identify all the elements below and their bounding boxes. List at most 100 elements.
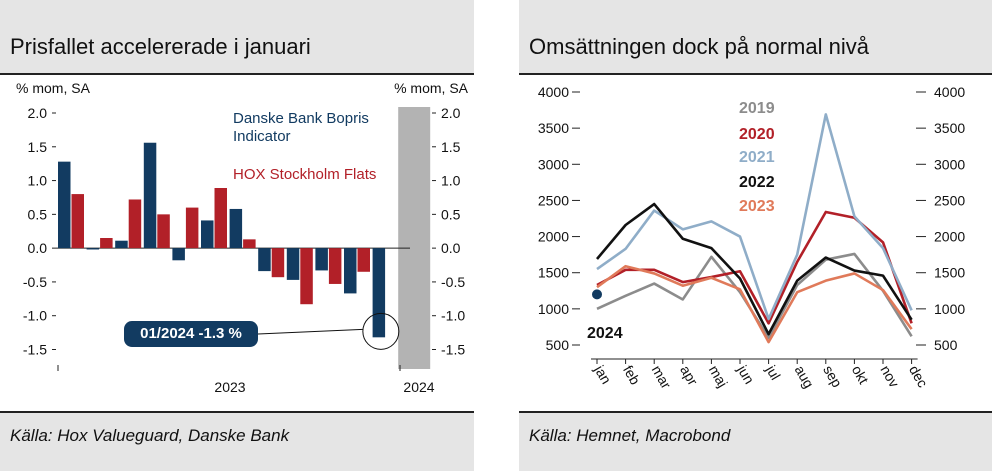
x-tick-label-dec: dec (906, 363, 931, 391)
right-y-tick-label: 1.0 (441, 173, 461, 189)
x-tick-label-jan: jan (591, 362, 615, 387)
right-y-tick-label: 2500 (934, 192, 965, 208)
x-tick-label-jul: jul (763, 362, 784, 383)
left-chart-panel: Prisfallet accelererade i januari % mom,… (0, 0, 474, 471)
x-tick-label-maj: maj (706, 363, 731, 391)
left-y-tick-label: 3500 (538, 120, 569, 136)
bar-hox-2023-10 (328, 248, 342, 284)
legend-2023: 2023 (739, 198, 775, 215)
bar-danske-2023-02 (86, 248, 100, 250)
legend-danske: Danske Bank Bopris (233, 110, 369, 127)
bar-danske-2023-09 (286, 248, 300, 280)
highlight-circle (362, 312, 400, 350)
left-chart-svg: % mom, SA % mom, SA 2.0 2.0 1.5 1.5 1.0 1.0 0.5 0… (16, 80, 469, 395)
right-y-tick-label: 2000 (934, 229, 965, 245)
bar-hox-2023-09 (300, 248, 313, 305)
left-y-tick-label: 2.0 (28, 105, 48, 121)
bar-danske-2023-07 (229, 208, 243, 249)
legend-2021: 2021 (739, 149, 775, 166)
left-source: Källa: Hox Valueguard, Danske Bank (10, 426, 290, 445)
right-y-tick-label: 500 (934, 337, 958, 353)
left-y-tick-label: 4000 (538, 84, 569, 100)
right-chart-title: Omsättningen dock på normal nivå (529, 34, 869, 59)
legend-2022: 2022 (739, 174, 775, 191)
right-y-tick-label: -1.0 (441, 308, 465, 324)
bar-danske-2023-05 (172, 248, 185, 261)
right-source: Källa: Hemnet, Macrobond (529, 426, 731, 445)
legend-2019: 2019 (739, 100, 775, 117)
right-y-tick-label: 3500 (934, 120, 965, 136)
left-y-tick-label: 1.5 (28, 139, 48, 155)
left-y-tick-label: 1500 (538, 265, 569, 281)
x-tick-label-jun: jun (734, 362, 758, 387)
x-year-label-2023: 2023 (214, 379, 245, 395)
bar-hox-2023-11 (357, 248, 370, 272)
legend-2020: 2020 (739, 126, 775, 143)
series-point-2024 (592, 289, 602, 300)
right-y-tick-label: 0.0 (441, 240, 461, 256)
left-y-tick-label: 2000 (538, 229, 569, 245)
right-y-tick-label: 1.5 (441, 139, 461, 155)
x-tick-label-sep: sep (820, 363, 845, 391)
series-line-2021 (596, 113, 913, 321)
right-title-band: Omsättningen dock på normal nivå (519, 0, 992, 75)
series-line-2022 (596, 202, 913, 336)
left-y-tick-label: 0.5 (28, 206, 48, 222)
legend-danske: Indicator (233, 128, 291, 145)
callout-leader-line (257, 328, 363, 335)
x-tick-label-aug: aug (792, 363, 818, 391)
right-source-band: Källa: Hemnet, Macrobond (519, 411, 992, 471)
left-source-band: Källa: Hox Valueguard, Danske Bank (0, 411, 474, 471)
right-y-tick-label: 1000 (934, 301, 965, 317)
x-tick-label-mar: mar (649, 363, 675, 392)
bar-hox-2023-04 (157, 214, 170, 249)
bar-hox-2023-01 (71, 194, 84, 249)
right-y-tick-label: 0.5 (441, 206, 461, 222)
series-line-2023 (596, 264, 913, 344)
right-y-axis-label: % mom, SA (394, 80, 469, 96)
right-y-tick-label: 2.0 (441, 105, 461, 121)
bar-hox-2023-02 (100, 238, 113, 249)
left-y-tick-label: 0.0 (28, 240, 48, 256)
bar-hox-2023-05 (185, 207, 199, 249)
x-tick-label-apr: apr (677, 363, 701, 389)
x-tick-label-nov: nov (877, 363, 902, 391)
right-y-tick-label: 1500 (934, 265, 965, 281)
right-y-tick-label: 4000 (934, 84, 965, 100)
bar-hox-2023-07 (243, 239, 256, 249)
bar-danske-2023-08 (258, 248, 271, 272)
bar-danske-2023-12 (372, 248, 386, 338)
right-chart-panel: Omsättningen dock på normal nivå 4000 400… (519, 0, 992, 471)
x-tick-label-feb: feb (620, 363, 644, 388)
left-y-tick-label: -1.5 (23, 341, 47, 357)
bar-danske-2023-06 (201, 220, 214, 249)
legend-hox: HOX Stockholm Flats (233, 166, 376, 183)
left-y-tick-label: 1000 (538, 301, 569, 317)
bar-hox-2023-06 (214, 188, 227, 249)
bar-hox-2023-08 (271, 248, 285, 278)
left-y-tick-label: 1.0 (28, 173, 48, 189)
left-y-tick-label: 500 (546, 337, 570, 353)
legend-2024: 2024 (587, 325, 623, 342)
bar-hox-2023-03 (128, 199, 142, 249)
callout-badge: 01/2024 -1.3 % (124, 321, 258, 347)
left-title-band: Prisfallet accelererade i januari (0, 0, 474, 75)
right-chart-svg: 4000 4000 3500 3500 3000 3000 2500 2500 2000 2000… (538, 84, 966, 392)
left-y-tick-label: -0.5 (23, 274, 47, 290)
right-y-tick-label: 3000 (934, 156, 965, 172)
right-y-tick-label: -0.5 (441, 274, 465, 290)
left-y-tick-label: 3000 (538, 156, 569, 172)
bar-danske-2023-10 (315, 248, 328, 271)
left-y-tick-label: 2500 (538, 192, 569, 208)
bar-danske-2023-03 (115, 240, 128, 249)
left-y-tick-label: -1.0 (23, 308, 47, 324)
bar-danske-2023-11 (344, 248, 357, 294)
right-y-tick-label: -1.5 (441, 341, 465, 357)
left-chart-title: Prisfallet accelererade i januari (10, 34, 311, 59)
bar-danske-2023-01 (58, 161, 71, 249)
x-year-label-2024: 2024 (403, 379, 434, 395)
highlight-band-2024 (398, 107, 431, 369)
x-tick-label-okt: okt (849, 363, 872, 387)
left-y-axis-label: % mom, SA (16, 80, 91, 96)
bar-danske-2023-04 (143, 142, 157, 249)
